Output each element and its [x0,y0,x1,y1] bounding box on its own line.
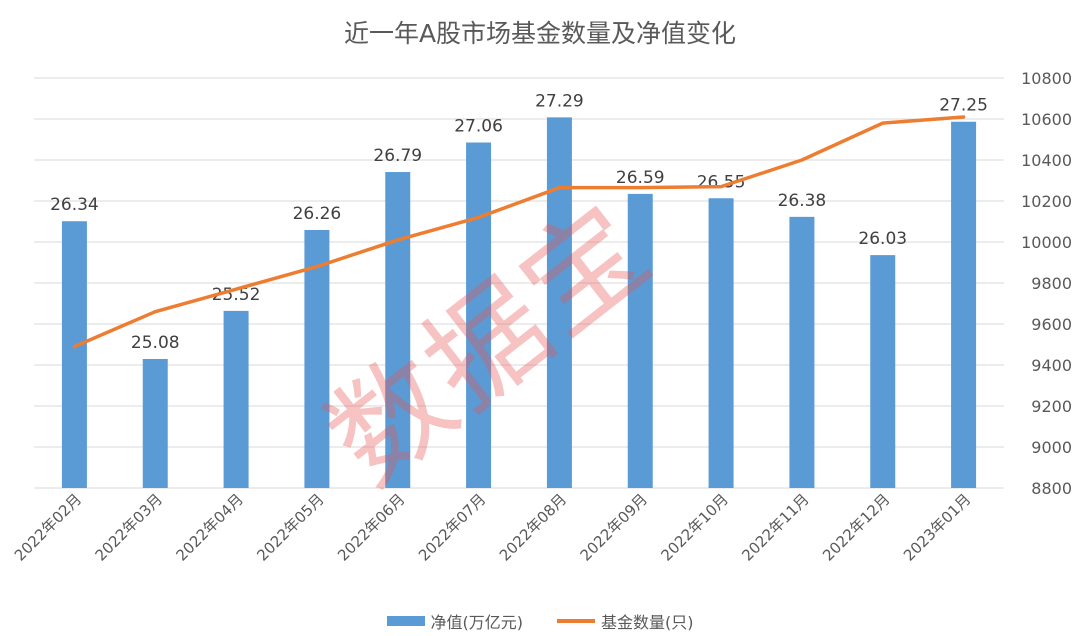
bar-data-label: 25.52 [212,285,261,305]
x-tick-label: 2022年12月 [819,490,893,564]
bar-data-label: 26.79 [373,146,422,166]
bar-data-labels: 26.34 25.08 25.52 26.26 26.79 27.06 27.29 26.59… [50,91,988,353]
bar [708,198,734,488]
bar [627,193,653,489]
bar-data-label: 26.26 [293,204,342,224]
x-tick-label: 2022年09月 [577,490,651,564]
bar [61,221,87,488]
right-tick-label: 9400 [1031,356,1072,375]
x-tick-label: 2022年10月 [657,490,731,564]
bar [223,310,249,488]
legend-item-bars: 净值(万亿元) [386,609,524,633]
legend-swatch-line [557,619,595,623]
legend-label-bars: 净值(万亿元) [430,613,524,632]
bar [466,142,492,489]
x-axis-ticks: 2022年02月 2022年03月 2022年04月 2022年05月 2022年06月… [11,490,975,564]
right-tick-label: 9000 [1031,438,1072,457]
bar-data-label: 26.34 [50,195,99,215]
bar-data-label: 26.59 [616,168,665,188]
bar [870,255,896,488]
chart-title: 近一年A股市场基金数量及净值变化 [343,19,737,48]
x-tick-label: 2022年07月 [415,490,489,564]
line-series [72,115,966,349]
x-tick-label: 2022年06月 [334,490,408,564]
bar-data-label: 27.29 [535,91,584,111]
bar-data-label: 25.08 [131,333,180,353]
x-tick-label: 2022年05月 [253,490,327,564]
right-tick-label: 9600 [1031,315,1072,334]
legend-label-line: 基金数量(只) [601,613,694,632]
x-tick-label: 2022年11月 [738,490,812,564]
legend-item-line: 基金数量(只) [557,609,694,633]
bar [142,358,168,488]
bar-data-label: 27.25 [939,96,988,116]
legend: 净值(万亿元) 基金数量(只) [0,609,1080,633]
bar [951,121,977,488]
bar-data-label: 26.03 [858,229,907,249]
bar [385,172,411,488]
right-tick-label: 10200 [1021,192,1072,211]
x-tick-label: 2022年03月 [92,490,166,564]
right-tick-label: 9800 [1031,274,1072,293]
right-axis-ticks: 8800 9000 9200 9400 9600 9800 10000 10200 10400 1… [1021,69,1072,498]
right-tick-label: 10400 [1021,151,1072,170]
x-tick-label: 2022年04月 [172,490,246,564]
series-line [72,115,966,349]
bar-data-label: 27.06 [454,117,503,137]
legend-swatch-bar [386,616,425,626]
right-tick-label: 8800 [1031,479,1072,498]
bar [789,216,815,488]
right-tick-label: 10600 [1021,110,1072,129]
right-tick-label: 10000 [1021,233,1072,252]
gridlines [34,77,1004,489]
right-tick-label: 10800 [1021,69,1072,88]
x-tick-label: 2023年01月 [900,490,974,564]
bar-series [61,117,977,489]
x-tick-label: 2022年08月 [496,490,570,564]
bar-data-label: 26.38 [778,191,827,211]
right-tick-label: 9200 [1031,397,1072,416]
x-tick-label: 2022年02月 [11,490,85,564]
bar [546,117,572,489]
bar [304,229,330,488]
